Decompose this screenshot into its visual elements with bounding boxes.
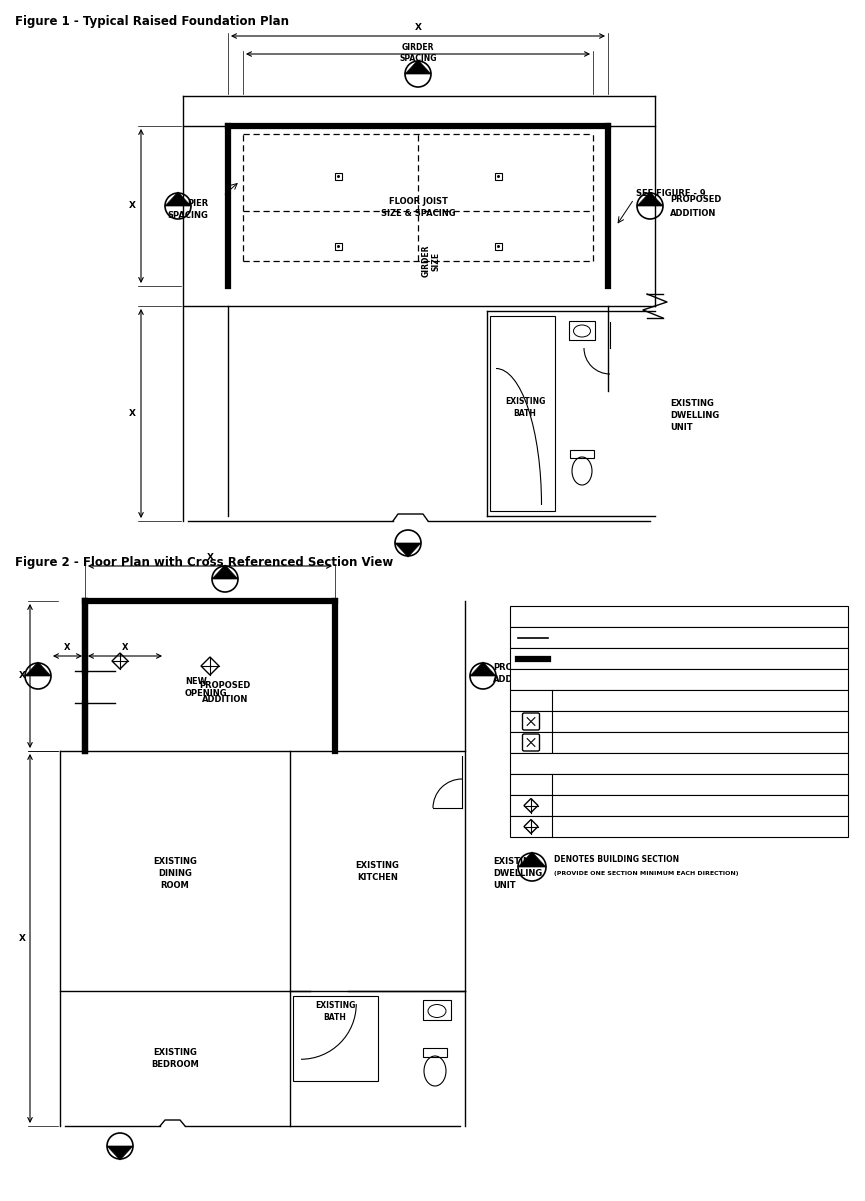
Bar <box>510 711 848 731</box>
Bar <box>570 450 594 458</box>
Bar <box>510 773 848 795</box>
Text: EXISTING WALLS: EXISTING WALLS <box>554 633 626 643</box>
Text: NEW: NEW <box>185 676 207 686</box>
Text: ROOM: ROOM <box>161 880 189 890</box>
Text: KITCHEN: KITCHEN <box>357 872 398 882</box>
Text: EXISTING: EXISTING <box>505 398 545 406</box>
Text: ADDITION: ADDITION <box>493 675 540 685</box>
Bar <box>510 669 848 691</box>
Polygon shape <box>107 1146 133 1160</box>
Text: SIZE __X__, SLIDER, TEMPERED GLASS, DUAL GLAZE.: SIZE __X__, SLIDER, TEMPERED GLASS, DUAL… <box>556 802 740 808</box>
Text: SIZE & SPACING: SIZE & SPACING <box>381 209 455 219</box>
Text: EXISTING: EXISTING <box>153 1048 197 1057</box>
Text: WALL SCHEDULE: WALL SCHEDULE <box>514 613 592 621</box>
Text: X: X <box>129 202 136 210</box>
Text: PIER: PIER <box>187 198 208 208</box>
Polygon shape <box>165 192 191 207</box>
Text: PROPOSED: PROPOSED <box>670 196 721 204</box>
Text: BATH: BATH <box>514 410 536 418</box>
Text: PROPOSED: PROPOSED <box>493 663 544 673</box>
Text: Figure 1 - Typical Raised Foundation Plan: Figure 1 - Typical Raised Foundation Pla… <box>15 14 289 28</box>
Text: ADDITION: ADDITION <box>670 209 716 217</box>
Text: NEW WALLS: NEW WALLS <box>554 655 606 663</box>
Text: DINING: DINING <box>158 868 192 878</box>
Text: WINDOW SIZE & TYPE: WINDOW SIZE & TYPE <box>556 779 650 789</box>
Polygon shape <box>518 852 546 867</box>
Bar <box>335 243 342 250</box>
Text: EXISTING: EXISTING <box>153 856 197 866</box>
Bar <box>510 731 848 753</box>
Bar <box>510 691 848 711</box>
Text: GIRDER: GIRDER <box>421 245 431 277</box>
Text: EXISTING: EXISTING <box>493 856 537 866</box>
Bar <box>423 1048 447 1057</box>
Text: X: X <box>129 410 136 418</box>
Bar <box>293 996 378 1081</box>
Polygon shape <box>212 564 238 579</box>
Polygon shape <box>637 192 663 207</box>
Polygon shape <box>395 543 421 557</box>
Text: DOOR #: DOOR # <box>514 697 548 705</box>
Text: X: X <box>19 671 26 681</box>
Text: UNIT: UNIT <box>670 423 693 432</box>
Text: X: X <box>414 23 421 32</box>
Text: UNIT: UNIT <box>493 880 516 890</box>
Bar <box>495 243 502 250</box>
Text: BATH: BATH <box>324 1014 347 1022</box>
Polygon shape <box>405 60 431 74</box>
Text: X: X <box>122 643 128 652</box>
Text: EXISTING: EXISTING <box>670 399 714 408</box>
Bar <box>510 627 848 649</box>
Text: PROPOSED: PROPOSED <box>199 681 251 691</box>
Bar <box>510 753 848 773</box>
Text: EXISTING: EXISTING <box>315 1002 356 1010</box>
Text: (PROVIDE ONE SECTION MINIMUM EACH DIRECTION): (PROVIDE ONE SECTION MINIMUM EACH DIRECT… <box>554 871 739 876</box>
Text: X: X <box>64 643 70 652</box>
Bar <box>510 607 848 627</box>
Bar <box>510 795 848 815</box>
Polygon shape <box>470 662 496 676</box>
Text: SEE FIGURE - 9: SEE FIGURE - 9 <box>636 189 706 197</box>
Text: WIN. #: WIN. # <box>514 779 543 789</box>
Bar <box>510 649 848 669</box>
Bar <box>490 316 555 510</box>
Text: DENOTES BUILDING SECTION: DENOTES BUILDING SECTION <box>554 854 679 864</box>
Text: SIZE __X__, SLIDER, TEMPERED GLASS, DUAL GLAZE.: SIZE __X__, SLIDER, TEMPERED GLASS, DUAL… <box>556 824 740 830</box>
Bar <box>510 815 848 837</box>
Text: OPENING: OPENING <box>185 689 227 699</box>
Text: DOOR SCHEDULE: DOOR SCHEDULE <box>514 675 593 685</box>
Text: DWELLING: DWELLING <box>493 868 542 878</box>
Bar <box>335 173 342 179</box>
Text: ADDITION: ADDITION <box>202 694 248 704</box>
Text: SIZE: SIZE <box>432 251 440 270</box>
Text: DOOR SIZE & TYPE: DOOR SIZE & TYPE <box>556 697 637 705</box>
Text: Figure 2 - Floor Plan with Cross Referenced Section View: Figure 2 - Floor Plan with Cross Referen… <box>15 556 394 569</box>
Text: BEDROOM: BEDROOM <box>151 1060 199 1069</box>
Text: SIZE ___X___ , TEMPERED GLASS DOOR: SIZE ___X___ , TEMPERED GLASS DOOR <box>556 739 698 746</box>
Text: EXISTING: EXISTING <box>356 860 400 870</box>
Text: DWELLING: DWELLING <box>670 411 720 420</box>
Bar <box>569 321 595 340</box>
Text: FLOOR JOIST: FLOOR JOIST <box>388 197 447 205</box>
Bar <box>423 1000 451 1020</box>
Text: SIZE ___X___ , TEMPERED GLASS DOOR: SIZE ___X___ , TEMPERED GLASS DOOR <box>556 718 698 725</box>
Text: X: X <box>19 934 26 943</box>
Text: GIRDER: GIRDER <box>401 43 434 52</box>
Polygon shape <box>25 662 51 676</box>
Text: X: X <box>207 552 214 562</box>
Bar <box>495 173 502 179</box>
Text: SPACING: SPACING <box>400 54 437 62</box>
Text: WINDOW SCHEDULE: WINDOW SCHEDULE <box>514 759 609 767</box>
Text: SPACING: SPACING <box>167 211 208 221</box>
